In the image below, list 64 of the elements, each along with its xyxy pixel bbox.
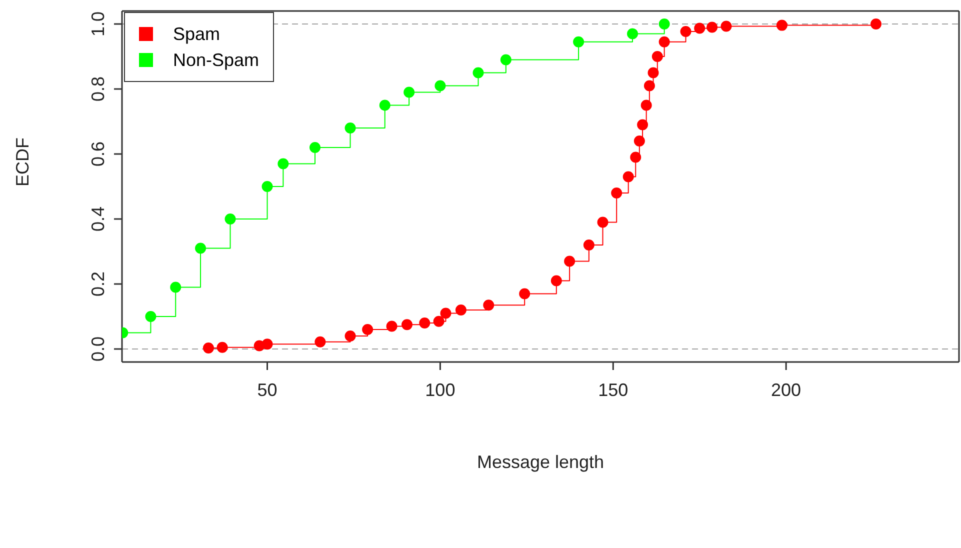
- point: [386, 320, 398, 332]
- point: [216, 342, 228, 353]
- x-tick-label: 50: [257, 380, 278, 400]
- point: [500, 54, 512, 66]
- point: [583, 240, 594, 250]
- point: [433, 316, 444, 327]
- point: [611, 188, 622, 198]
- point: [202, 342, 214, 354]
- point: [550, 275, 562, 286]
- point: [262, 181, 273, 192]
- x-axis-title: Message length: [476, 452, 604, 472]
- point: [145, 311, 156, 322]
- x-tick-label: 200: [771, 380, 802, 400]
- point: [640, 100, 652, 111]
- point: [472, 67, 484, 78]
- point: [419, 318, 430, 328]
- point: [224, 214, 236, 224]
- point: [170, 282, 182, 293]
- x-tick-label: 150: [598, 380, 628, 400]
- point: [652, 51, 663, 62]
- point: [706, 22, 718, 33]
- point: [597, 216, 608, 228]
- y-tick-label: 0.4: [88, 206, 108, 232]
- point: [195, 242, 206, 254]
- point: [694, 22, 706, 34]
- point: [680, 26, 692, 37]
- point: [278, 158, 289, 170]
- point: [483, 300, 494, 311]
- point: [658, 18, 670, 30]
- point: [434, 80, 446, 92]
- legend-label: Non-Spam: [173, 49, 260, 72]
- point: [404, 86, 415, 98]
- point: [644, 80, 655, 92]
- point: [344, 330, 356, 342]
- point: [870, 18, 882, 30]
- point: [379, 100, 390, 111]
- point: [564, 256, 576, 267]
- point: [455, 304, 466, 316]
- point: [309, 142, 320, 153]
- point: [627, 28, 638, 40]
- point: [314, 336, 326, 348]
- y-tick-label: 0.0: [88, 336, 108, 362]
- point: [440, 308, 452, 319]
- point: [519, 288, 530, 300]
- y-tick-label: 0.6: [88, 141, 108, 167]
- y-tick-label: 1.0: [88, 11, 108, 37]
- point: [362, 324, 374, 335]
- point: [622, 171, 634, 182]
- x-tick-label: 100: [425, 380, 456, 400]
- point: [262, 338, 273, 350]
- legend-label: Spam: [173, 23, 220, 46]
- point: [637, 119, 648, 130]
- point: [344, 122, 356, 134]
- point: [573, 36, 584, 48]
- y-tick-label: 0.2: [88, 271, 108, 297]
- point: [658, 36, 670, 48]
- point: [401, 319, 412, 330]
- point: [634, 136, 645, 146]
- y-axis-title: ECDF: [12, 137, 32, 186]
- point: [776, 20, 788, 31]
- point: [648, 67, 659, 78]
- point: [720, 20, 732, 32]
- y-tick-label: 0.8: [88, 76, 108, 102]
- point: [630, 152, 642, 163]
